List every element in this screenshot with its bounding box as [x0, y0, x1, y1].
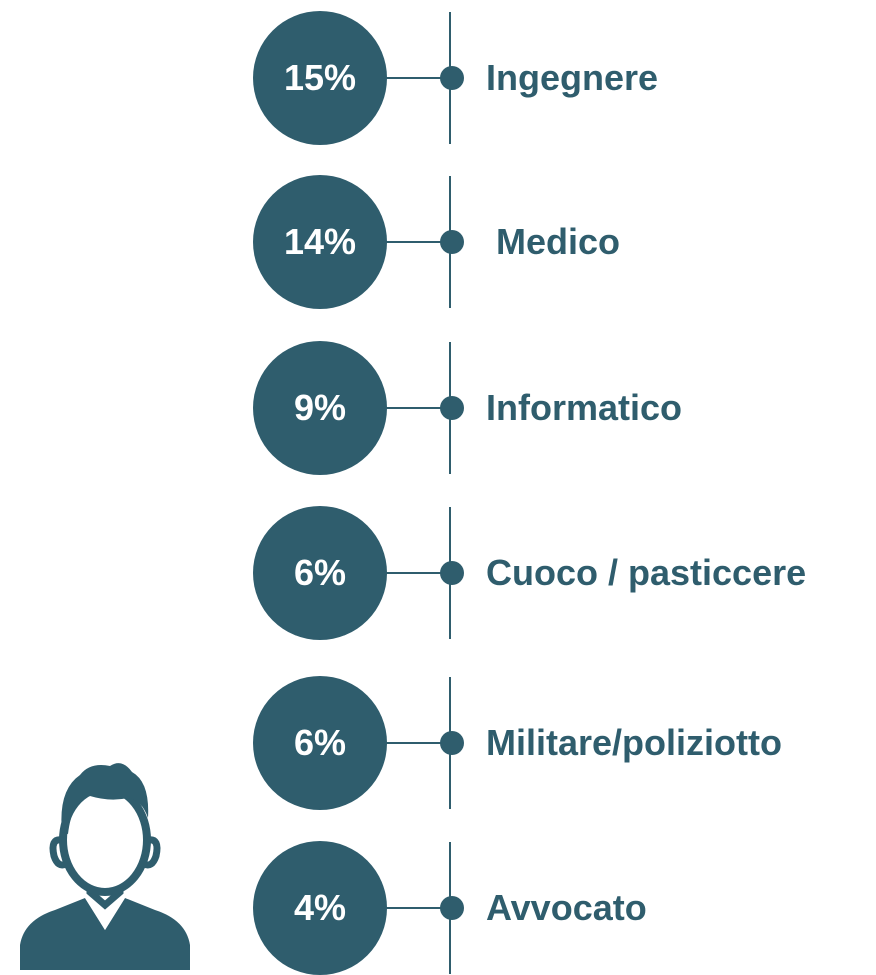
- connector-line: [380, 241, 452, 243]
- connector-line: [380, 77, 452, 79]
- percent-circle: 6%: [253, 676, 387, 810]
- percent-circle: 4%: [253, 841, 387, 975]
- item-label: Avvocato: [486, 887, 647, 928]
- percent-circle: 15%: [253, 11, 387, 145]
- connector-line: [380, 572, 452, 574]
- item-label: Ingegnere: [486, 57, 659, 98]
- connector-dot: [440, 66, 464, 90]
- connector-dot: [440, 561, 464, 585]
- percent-circle: 14%: [253, 175, 387, 309]
- percent-circle: 6%: [253, 506, 387, 640]
- connector-dot: [440, 396, 464, 420]
- item-label: Militare/poliziotto: [486, 722, 782, 763]
- percent-circle: 9%: [253, 341, 387, 475]
- item-label: Cuoco / pasticcere: [486, 552, 807, 593]
- connector-line: [380, 407, 452, 409]
- connector-line: [380, 907, 452, 909]
- person-icon: [20, 763, 190, 970]
- connector-dot: [440, 230, 464, 254]
- connector-line: [380, 742, 452, 744]
- connector-dot: [440, 896, 464, 920]
- item-label: Medico: [486, 221, 621, 262]
- connector-dot: [440, 731, 464, 755]
- item-label: Informatico: [486, 387, 683, 428]
